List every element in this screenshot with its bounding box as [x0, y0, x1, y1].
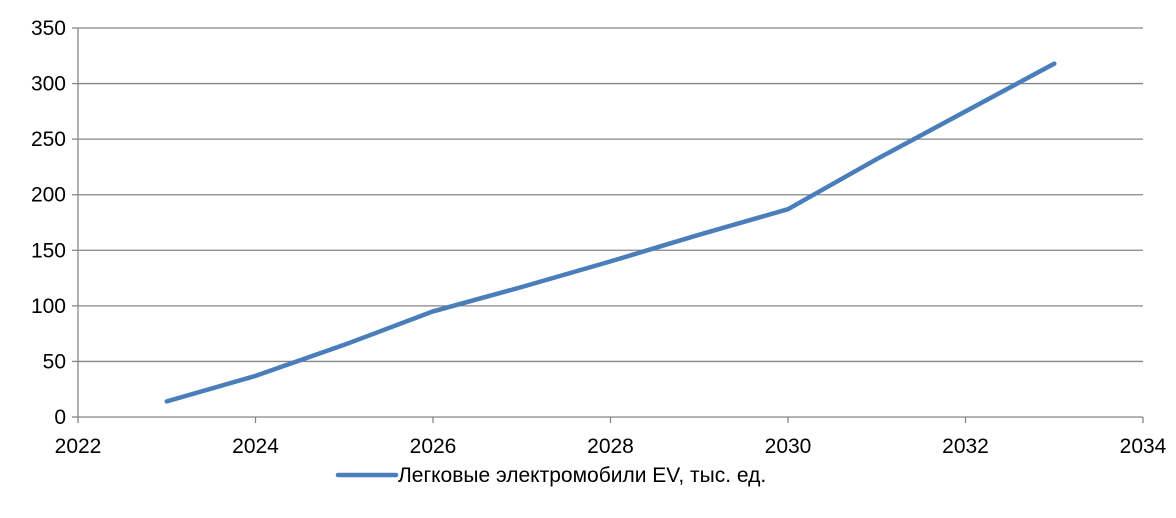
- x-tick-label: 2028: [587, 435, 634, 458]
- y-tick-label: 100: [31, 295, 66, 318]
- x-tick-label: 2030: [765, 435, 812, 458]
- y-tick-label: 0: [54, 406, 66, 429]
- y-tick-label: 200: [31, 184, 66, 207]
- series-line-0: [164, 61, 1057, 404]
- y-tick-label: 50: [43, 350, 66, 373]
- legend: Легковые электромобили EV, тыс. ед.: [335, 464, 766, 487]
- axes: [72, 27, 1144, 423]
- x-tick-label: 2032: [942, 435, 989, 458]
- x-tick-label: 2022: [55, 435, 102, 458]
- x-tick-label: 2034: [1120, 435, 1167, 458]
- x-axis-tick-labels: 2022 2024 2026 2028 2030 2032 2034: [55, 435, 1167, 458]
- x-tick-label: 2024: [232, 435, 279, 458]
- series-lines: [164, 61, 1057, 404]
- y-axis-tick-labels: 0 50 100 150 200 250 300 350: [31, 17, 66, 429]
- x-tick-label: 2026: [410, 435, 457, 458]
- grid-lines: [78, 27, 1143, 363]
- y-tick-label: 350: [31, 17, 66, 40]
- y-tick-label: 150: [31, 239, 66, 262]
- legend-label: Легковые электромобили EV, тыс. ед.: [398, 464, 766, 487]
- y-tick-label: 250: [31, 128, 66, 151]
- y-tick-label: 300: [31, 73, 66, 96]
